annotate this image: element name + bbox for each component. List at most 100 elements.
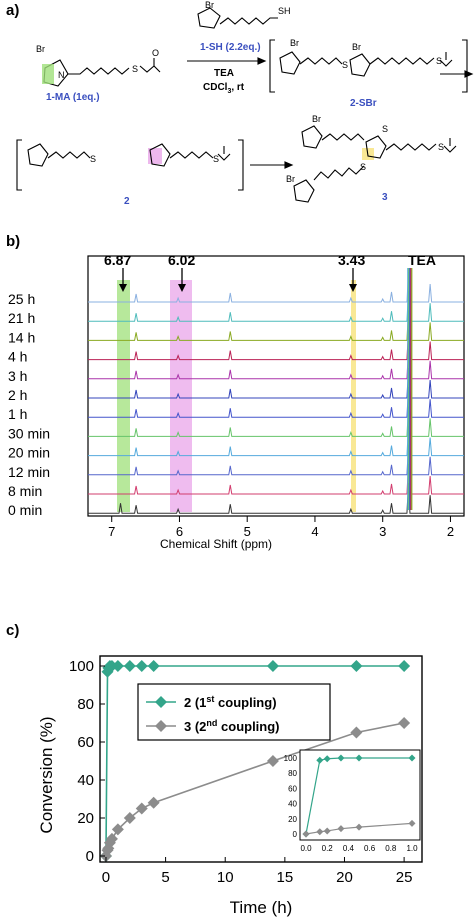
nmr-time-label: 8 min: [8, 483, 42, 499]
prod3-s-2: S: [360, 162, 366, 172]
data-point: [302, 830, 310, 838]
prod3-ring-1: [301, 125, 323, 149]
inset-y-tick-label: 40: [288, 800, 297, 809]
y-tick-label: 80: [77, 696, 94, 713]
peak-label-602: 6.02: [168, 252, 195, 268]
data-point: [147, 660, 160, 672]
y-tick-label: 20: [77, 810, 94, 827]
peak-label-343: 3.43: [338, 252, 365, 268]
reagent-ring: [197, 7, 221, 29]
panel-label-a: a): [6, 2, 20, 19]
sbr-s-2: S: [436, 56, 442, 66]
y-tick-label: 100: [69, 658, 94, 675]
nmr-x-tick-label: 5: [244, 524, 251, 539]
nmr-time-label: 0 min: [8, 502, 42, 518]
inset-x-tick-label: 0.6: [364, 844, 376, 853]
y-tick-label: 60: [77, 734, 94, 751]
x-tick-label: 5: [161, 869, 169, 886]
panel-label-c: c): [6, 622, 20, 639]
nmr-xlabel: Chemical Shift (ppm): [160, 537, 272, 551]
data-point: [266, 660, 279, 672]
inset-y-tick-label: 20: [288, 815, 297, 824]
inset-y-tick-label: 100: [284, 754, 298, 763]
nmr-time-label: 3 h: [8, 368, 27, 384]
x-tick-label: 0: [102, 869, 110, 886]
prod3-s-1: S: [382, 124, 388, 134]
nmr-x-tick-label: 2: [447, 524, 454, 539]
peak-label-tea: TEA: [408, 252, 436, 268]
data-point: [355, 823, 363, 831]
data-point: [337, 825, 345, 833]
x-tick-label: 20: [336, 869, 353, 886]
data-point: [123, 812, 136, 824]
inset-x-tick-label: 0.4: [343, 844, 355, 853]
nmr-time-label: 2 h: [8, 387, 27, 403]
data-point: [350, 660, 363, 672]
legend-marker: [155, 720, 167, 732]
nmr-time-label: 20 min: [8, 445, 50, 461]
data-point: [316, 828, 324, 836]
sbr-ring-1: [279, 51, 301, 75]
reagent-br: Br: [205, 0, 214, 10]
inset-y-tick-label: 0: [293, 830, 298, 839]
data-point: [408, 819, 416, 827]
x-tick-label: 15: [277, 869, 294, 886]
ma-chain: [68, 67, 130, 75]
peak-label-687: 6.87: [104, 252, 131, 268]
y-tick-label: 40: [77, 772, 94, 789]
reagent-label: 1-SH (2.2eq.): [200, 42, 261, 53]
legend-marker: [155, 696, 167, 708]
inset-y-tick-label: 80: [288, 769, 297, 778]
ma-n: N: [58, 70, 65, 80]
data-point: [355, 754, 363, 762]
sbr-label: 2-SBr: [350, 98, 377, 109]
sbr-br-2: Br: [352, 42, 361, 52]
nmr-time-label: 4 h: [8, 349, 27, 365]
data-point: [147, 796, 160, 809]
y-axis-label: Conversion (%): [37, 716, 56, 833]
data-point: [316, 756, 324, 764]
inset-x-tick-label: 0.0: [300, 844, 312, 853]
prod3-ring-3: [293, 179, 315, 203]
nmr-time-label: 14 h: [8, 329, 35, 345]
data-point: [111, 660, 124, 672]
x-axis-label: Time (h): [230, 898, 293, 917]
reagent-sh: SH: [278, 6, 291, 16]
data-point: [398, 717, 411, 729]
sbr-br-1: Br: [290, 38, 299, 48]
prod3-ring-2: [365, 135, 387, 159]
prod3-br-2: Br: [286, 174, 295, 184]
nmr-time-label: 12 min: [8, 464, 50, 480]
data-point: [135, 660, 148, 672]
data-point: [105, 832, 118, 845]
panel-label-b: b): [6, 233, 21, 250]
data-point: [111, 823, 124, 836]
prod3-s-3: S: [438, 142, 444, 152]
inset-x-tick-label: 0.8: [385, 844, 397, 853]
data-point: [337, 754, 345, 762]
highlight-band-green: [117, 280, 130, 512]
int2-ring-1: [27, 143, 49, 167]
legend-box: [137, 683, 331, 741]
int2-s-2: S: [213, 154, 219, 164]
data-point: [123, 660, 136, 672]
data-point: [350, 726, 363, 739]
sbr-s: S: [342, 60, 348, 70]
int2-label: 2: [124, 196, 130, 207]
int2-ring-2: [149, 143, 171, 167]
nmr-frame: [87, 255, 465, 517]
data-point: [323, 755, 331, 763]
int2-s: S: [90, 154, 96, 164]
inset-x-tick-label: 1.0: [406, 844, 418, 853]
condition-tea: TEA: [214, 68, 234, 79]
nmr-x-tick-label: 6: [176, 524, 183, 539]
data-point: [323, 827, 331, 835]
ma-s: S: [132, 64, 138, 74]
data-point: [266, 755, 279, 767]
ma-label: 1-MA (1eq.): [46, 92, 100, 103]
legend-label: 3 (2nd coupling): [184, 718, 280, 734]
data-point: [398, 660, 411, 672]
prod3-label: 3: [382, 192, 388, 203]
nmr-time-label: 21 h: [8, 310, 35, 326]
